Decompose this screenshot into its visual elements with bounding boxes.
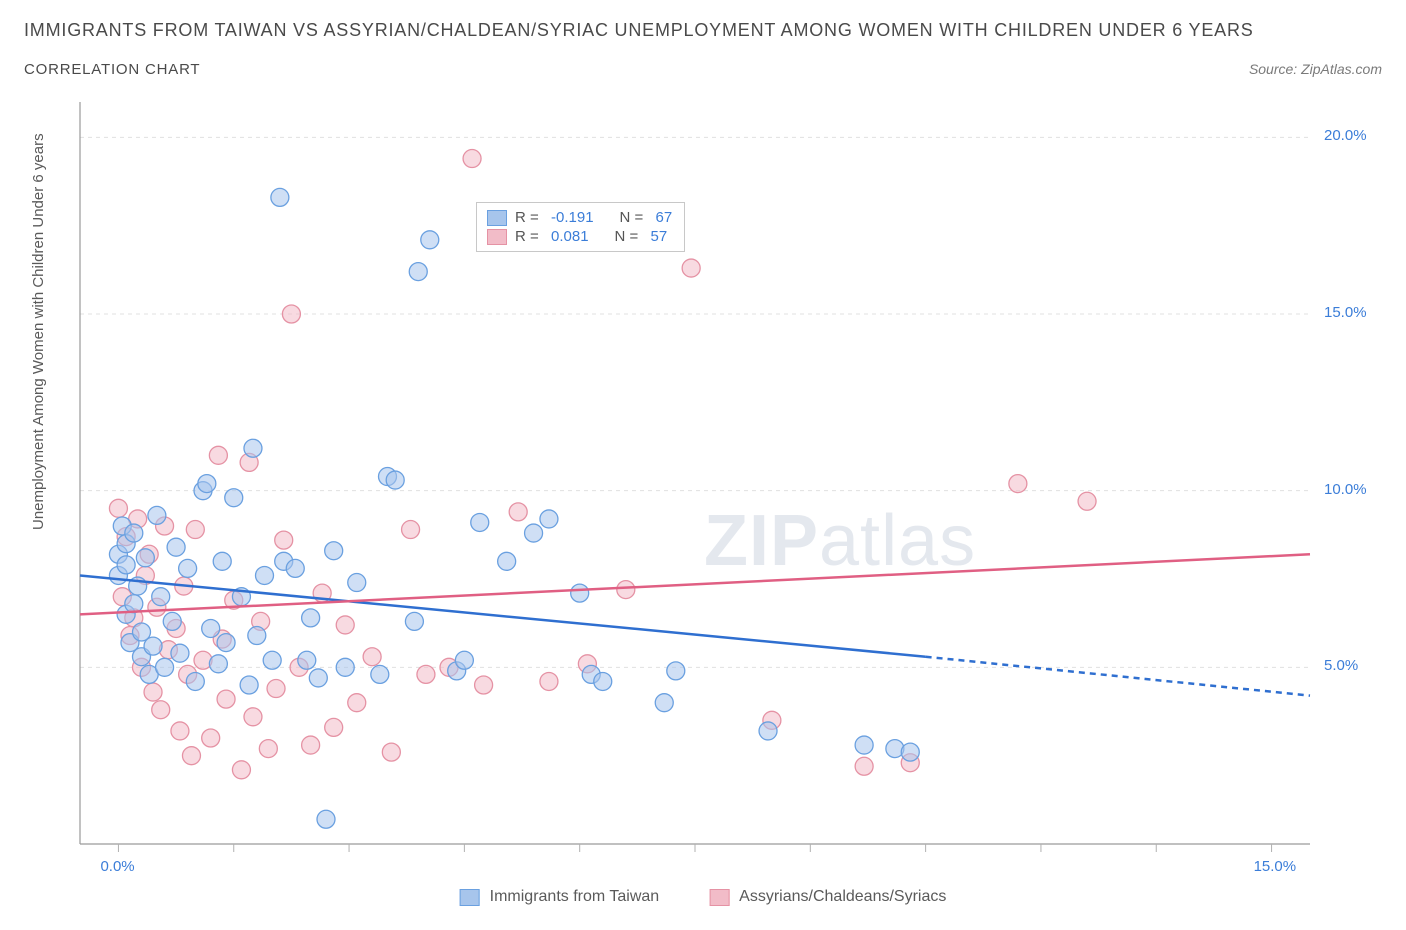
legend-item-2: Assyrians/Chaldeans/Syriacs — [709, 888, 946, 906]
x-tick-label: 15.0% — [1254, 858, 1297, 875]
chart-container: Unemployment Among Women with Children U… — [24, 100, 1382, 910]
legend-swatch-icon — [709, 889, 729, 906]
legend-item-1: Immigrants from Taiwan — [460, 888, 660, 906]
source-attribution: Source: ZipAtlas.com — [1249, 61, 1382, 77]
legend-swatch-2 — [487, 229, 507, 245]
legend-row-series-2: R = 0.081 N = 57 — [487, 227, 672, 246]
chart-subtitle: CORRELATION CHART — [24, 61, 200, 78]
y-tick-label: 5.0% — [1324, 657, 1358, 674]
y-tick-label: 15.0% — [1324, 304, 1367, 321]
chart-title: IMMIGRANTS FROM TAIWAN VS ASSYRIAN/CHALD… — [24, 20, 1382, 41]
x-tick-label: 0.0% — [100, 858, 134, 875]
correlation-legend: R = -0.191 N = 67 R = 0.081 N = 57 — [476, 202, 685, 252]
y-tick-label: 20.0% — [1324, 127, 1367, 144]
legend-row-series-1: R = -0.191 N = 67 — [487, 208, 672, 227]
legend-swatch-icon — [460, 889, 480, 906]
series-legend: Immigrants from Taiwan Assyrians/Chaldea… — [460, 888, 947, 906]
y-tick-label: 10.0% — [1324, 481, 1367, 498]
legend-swatch-1 — [487, 210, 507, 226]
y-axis-label: Unemployment Among Women with Children U… — [30, 133, 47, 530]
scatter-plot — [24, 100, 1382, 880]
